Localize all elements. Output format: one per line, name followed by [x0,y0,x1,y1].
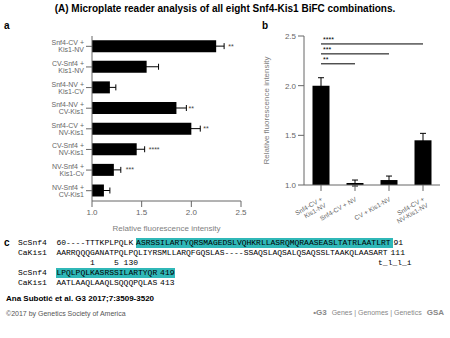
svg-text:2.5: 2.5 [235,208,247,217]
svg-text:***: *** [323,46,331,53]
svg-text:CV-Snf4 +NV-Kis1: CV-Snf4 +NV-Kis1 [52,142,84,156]
svg-text:NV-Snf4 +Kis1-Cv: NV-Snf4 +Kis1-Cv [52,163,85,177]
svg-text:1.5: 1.5 [136,208,148,217]
svg-text:2.0: 2.0 [186,208,198,217]
svg-text:1.5: 1.5 [285,131,297,140]
svg-text:***: *** [126,166,134,173]
svg-text:Relative fluorescence intensit: Relative fluorescence intensity [262,56,271,164]
svg-text:**: ** [228,43,234,50]
svg-text:Snf4-CV +NV-Kis1: Snf4-CV +NV-Kis1 [52,122,85,136]
svg-text:Snf4-CV +Kis1-NV: Snf4-CV +Kis1-NV [52,39,85,53]
svg-text:CV + Kis1-NV: CV + Kis1-NV [353,195,392,222]
svg-text:****: **** [323,36,334,43]
svg-text:Snf4-NV +CV-Kis1: Snf4-NV +CV-Kis1 [52,101,85,115]
svg-text:2.5: 2.5 [285,32,297,41]
svg-text:Snf4-CV + NV: Snf4-CV + NV [318,195,358,222]
svg-text:**: ** [203,125,209,132]
svg-text:2.0: 2.0 [285,82,297,91]
svg-text:****: **** [149,146,160,153]
svg-text:1.0: 1.0 [285,181,297,190]
svg-text:Relative fluorescence intensit: Relative fluorescence intensity [112,224,220,233]
svg-text:Snf4-NV +Kis1-CV: Snf4-NV +Kis1-CV [52,81,85,95]
svg-text:Snf4-CV +NV-Kis1-NV: Snf4-CV +NV-Kis1-NV [392,195,430,225]
svg-text:1.0: 1.0 [86,208,98,217]
svg-text:**: ** [188,105,194,112]
svg-text:CV-Snf4 +Kis1-NV: CV-Snf4 +Kis1-NV [52,60,84,74]
svg-text:**: ** [323,56,329,63]
svg-text:NV-Snf4 +CV-Kis1: NV-Snf4 +CV-Kis1 [52,184,84,198]
